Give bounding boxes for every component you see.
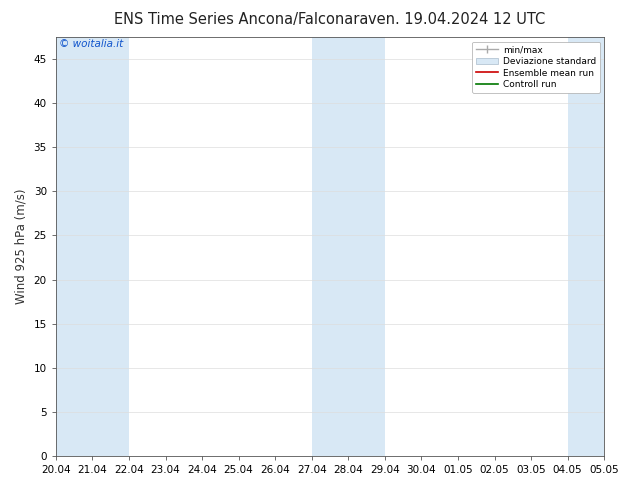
Text: © woitalia.it: © woitalia.it [58, 39, 123, 49]
Legend: min/max, Deviazione standard, Ensemble mean run, Controll run: min/max, Deviazione standard, Ensemble m… [472, 42, 600, 93]
Text: ven. 19.04.2024 12 UTC: ven. 19.04.2024 12 UTC [368, 12, 545, 27]
Y-axis label: Wind 925 hPa (m/s): Wind 925 hPa (m/s) [15, 189, 28, 304]
Text: ENS Time Series Ancona/Falconara: ENS Time Series Ancona/Falconara [113, 12, 368, 27]
Bar [56, 37, 129, 456]
Bar [312, 37, 385, 456]
Bar [567, 37, 604, 456]
